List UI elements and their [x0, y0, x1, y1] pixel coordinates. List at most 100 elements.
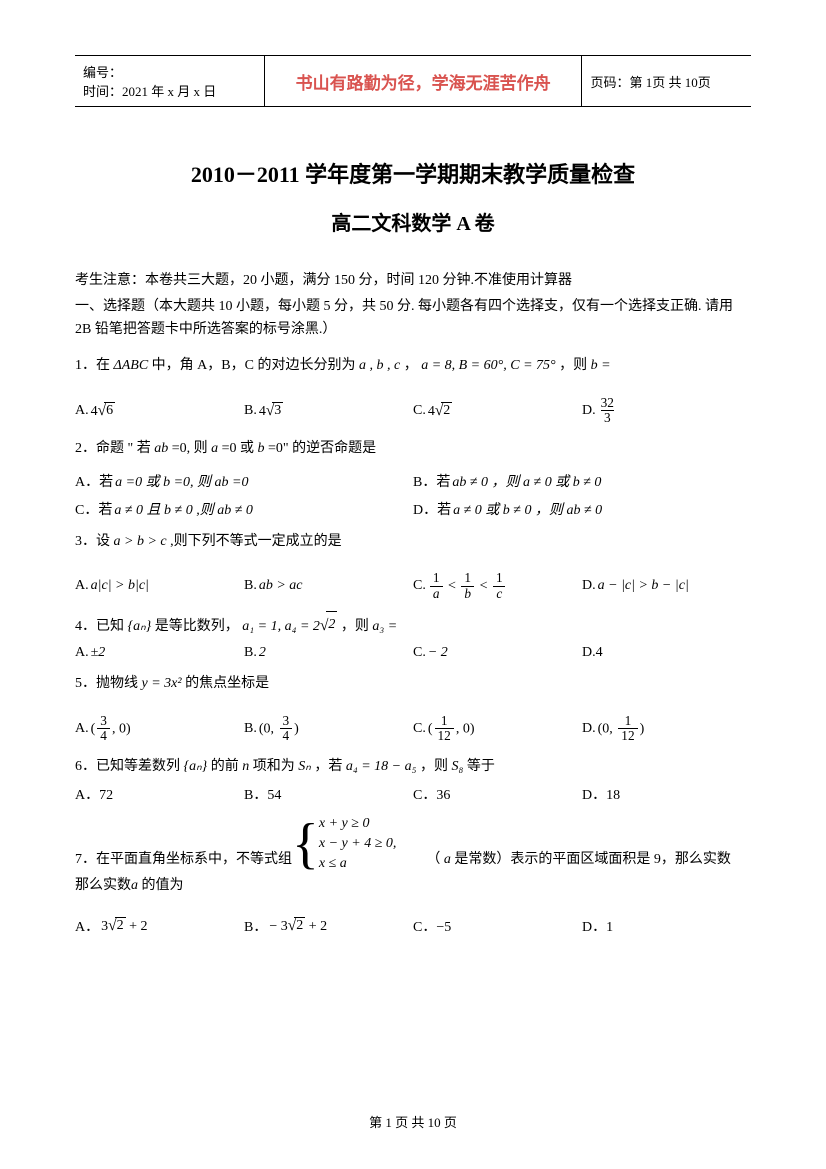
q7-l1: x + y ≥ 0: [319, 814, 397, 834]
opt-label: A.: [75, 578, 89, 594]
q6-opt-c: C．36: [413, 784, 582, 804]
q2-or: =0 或: [222, 441, 254, 456]
q6-text2: 的前: [211, 759, 239, 774]
q7-a2: a: [131, 878, 138, 893]
q7-opt-a: A． 3√2 + 2: [75, 916, 244, 936]
q3-text: 3．设: [75, 534, 110, 549]
q6-cond: a₄ = 18 − a₅: [346, 759, 417, 774]
q7-text4: 的值为: [138, 878, 184, 893]
q5-opt-c: C. (112, 0): [413, 714, 582, 744]
q4-options: A.±2 B.2 C.− 2 D.4: [75, 645, 751, 661]
opt-label: B.: [244, 645, 257, 661]
q6-text3: 项和为: [253, 759, 295, 774]
q6-text6: 等于: [467, 759, 495, 774]
doc-time: 时间：2021 年 x 月 x 日: [83, 81, 256, 100]
q2-opt-b: B．若 ab ≠ 0 ，则 a ≠ 0 或 b ≠ 0: [413, 471, 751, 491]
opt-label: C.: [413, 645, 426, 661]
q7-text: 7．在平面直角坐标系中，不等式组: [75, 847, 292, 874]
q3-opt-d: D. a − |c| > b − |c|: [582, 571, 751, 601]
opt-label: D.: [582, 721, 596, 737]
q5-text2: 的焦点坐标是: [185, 676, 269, 691]
q5-options: A. (34, 0) B. (0, 34) C. (112, 0) D. (0,…: [75, 714, 751, 744]
q5-a-exp: (34, 0): [91, 714, 131, 744]
time-label: 时间：: [83, 84, 122, 99]
q6-sn: Sₙ: [298, 759, 311, 774]
q1-ask: b =: [591, 358, 611, 373]
q7-text3: 是常数）表示的平面区域面积是 9，那么实数: [454, 852, 731, 867]
question-4: 4．已知 {aₙ} 是等比数列， a₁ = 1, a₄ = 2√2 ，则 a₃ …: [75, 611, 751, 641]
q6-text: 6．已知等差数列: [75, 759, 180, 774]
opt-label: D.: [582, 403, 596, 419]
title-main: 2010－2011 学年度第一学期期末教学质量检查: [75, 157, 751, 189]
opt-label: B.: [244, 578, 257, 594]
q3-opt-b: B. ab > ac: [244, 571, 413, 601]
q7-line2-text: 那么实数a 的值为: [75, 873, 751, 900]
opt-label: C.: [413, 721, 426, 737]
q4-c2: a₄ = 2√2: [285, 619, 338, 634]
q1-options: A. 4√6 B. 4√3 C. 4√2 D. 32 3: [75, 396, 751, 426]
q7-b-exp: − 3√2 + 2: [269, 917, 327, 935]
q4-opt-a: A.±2: [75, 645, 244, 661]
q2-end: =0" 的逆否命题是: [268, 441, 376, 456]
q3-cond: a > b > c: [114, 534, 167, 549]
section-1-head: 一、选择题（本大题共 10 小题，每小题 5 分，共 50 分. 每小题各有四个…: [75, 296, 751, 341]
q2-a-exp: a =0 或 b =0, 则 ab =0: [115, 471, 248, 491]
q1-text2: 中，角 A，B，C 的对边长分别为: [152, 358, 356, 373]
opt-label: C．若: [75, 499, 112, 519]
q1-abc: a , b , c: [359, 358, 400, 373]
document-page: 编号： 时间：2021 年 x 月 x 日 书山有路勤为径，学海无涯苦作舟 页码…: [0, 0, 826, 994]
q1-a-val: 4√6: [91, 402, 115, 420]
q7-tail: （ a 是常数）表示的平面区域面积是 9，那么实数: [426, 847, 731, 874]
exam-notice: 考生注意：本卷共三大题，20 小题，满分 150 分，时间 120 分钟.不准使…: [75, 270, 751, 292]
q1-opt-d: D. 32 3: [582, 396, 751, 426]
motto-text: 书山有路勤为径，学海无涯苦作舟: [296, 74, 551, 93]
q2-d-exp: a ≠ 0 或 b ≠ 0 ，则 ab ≠ 0: [453, 499, 602, 519]
q7-paren: （: [426, 852, 440, 867]
q5-c-exp: (112, 0): [428, 714, 475, 744]
q4-seq: {aₙ}: [128, 619, 152, 634]
q3-opt-a: A. a|c| > b|c|: [75, 571, 244, 601]
q2-row1: A．若 a =0 或 b =0, 则 ab =0 B．若 ab ≠ 0 ，则 a…: [75, 471, 751, 491]
footer: 第 1 页 共 10 页: [0, 1112, 826, 1131]
q6-options: A．72 B．54 C．36 D．18: [75, 784, 751, 804]
q4-text2: 是等比数列，: [155, 619, 239, 634]
header-table: 编号： 时间：2021 年 x 月 x 日 书山有路勤为径，学海无涯苦作舟 页码…: [75, 55, 751, 107]
q2-eq0: =0,: [172, 441, 190, 456]
question-2: 2．命题 " 若 ab =0, 则 a =0 或 b =0" 的逆否命题是: [75, 436, 751, 463]
q7-a-exp: 3√2 + 2: [101, 917, 147, 935]
q1-d-frac: 32 3: [598, 396, 617, 426]
q5-text: 5．抛物线: [75, 676, 138, 691]
q5-opt-a: A. (34, 0): [75, 714, 244, 744]
q2-opt-c: C．若 a ≠ 0 且 b ≠ 0 ,则 ab ≠ 0: [75, 499, 413, 519]
q7-system: { x + y ≥ 0 x − y + 4 ≥ 0, x ≤ a: [292, 814, 396, 873]
header-right-cell: 页码：第 1页 共 10页: [582, 56, 751, 107]
q7-options: A． 3√2 + 2 B． − 3√2 + 2 C．−5 D．1: [75, 916, 751, 936]
time-value: 2021 年 x 月 x 日: [122, 84, 216, 99]
q6-seq: {aₙ}: [184, 759, 208, 774]
q3-text2: ,则下列不等式一定成立的是: [170, 534, 342, 549]
q1-opt-a: A. 4√6: [75, 396, 244, 426]
q6-n: n: [242, 759, 249, 774]
brace-icon: {: [292, 816, 319, 872]
frac-den: 3: [601, 410, 614, 426]
q5-d-exp: (0, 112): [598, 714, 645, 744]
q7-a: a: [444, 852, 451, 867]
q7-opt-c: C．−5: [413, 916, 582, 936]
q2-opt-a: A．若 a =0 或 b =0, 则 ab =0: [75, 471, 413, 491]
header-left-cell: 编号： 时间：2021 年 x 月 x 日: [75, 56, 264, 107]
q1-triangle: ΔABC: [114, 358, 149, 373]
doc-id: 编号：: [83, 62, 256, 81]
q2-ab: ab: [154, 441, 168, 456]
q2-text: 2．命题 " 若: [75, 441, 151, 456]
q4-opt-c: C.− 2: [413, 645, 582, 661]
q5-opt-d: D. (0, 112): [582, 714, 751, 744]
q6-text4: ，若: [314, 759, 342, 774]
opt-label: A.: [75, 721, 89, 737]
opt-label: A．: [75, 916, 99, 936]
q2-c-exp: a ≠ 0 且 b ≠ 0 ,则 ab ≠ 0: [114, 499, 253, 519]
q4-opt-b: B.2: [244, 645, 413, 661]
q3-b-exp: ab > ac: [259, 578, 303, 594]
q4-opt-d: D.4: [582, 645, 751, 661]
q3-opt-c: C. 1a < 1b < 1c: [413, 571, 582, 601]
opt-label: B．: [244, 916, 267, 936]
